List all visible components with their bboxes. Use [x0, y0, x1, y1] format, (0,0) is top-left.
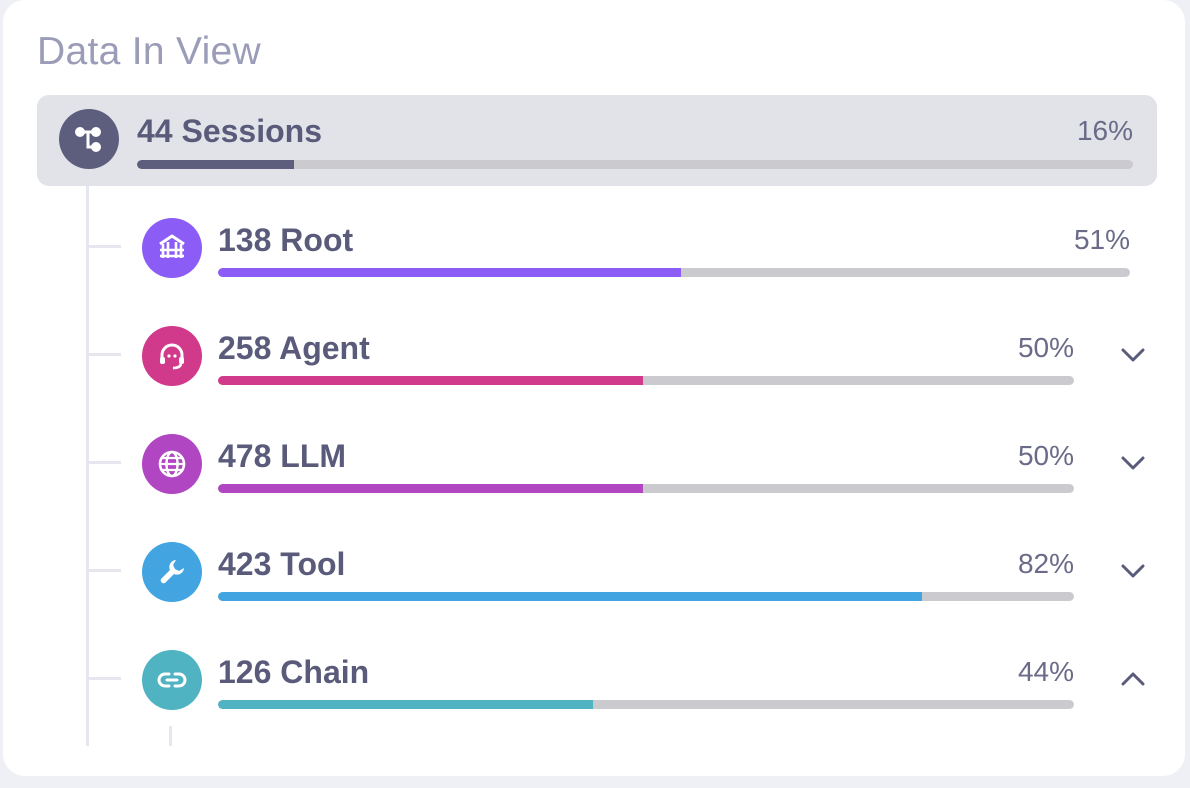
tree-connector-line [86, 186, 89, 746]
sessions-percent: 16% [1076, 115, 1133, 146]
chevron-down-icon[interactable] [1115, 340, 1151, 370]
span-row-label: 423 Tool [218, 546, 346, 582]
span-row-label: 138 Root [218, 222, 354, 258]
tree-branch [89, 569, 121, 572]
span-row-label: 258 Agent [218, 330, 370, 366]
span-row-progress-track [218, 268, 1130, 277]
span-row-progress-fill [218, 700, 593, 709]
span-row-progress-track [218, 484, 1074, 493]
agent-icon [142, 326, 202, 386]
span-row-label: 478 LLM [218, 438, 347, 474]
span-row-percent: 82% [1017, 548, 1074, 579]
root-icon [142, 218, 202, 278]
span-row-progress-fill [218, 268, 682, 277]
chevron-down-icon[interactable] [1115, 448, 1151, 478]
sessions-progress-track [137, 160, 1133, 169]
span-row-percent: 50% [1017, 332, 1074, 363]
tree-structure-icon [59, 109, 119, 169]
span-row-percent: 44% [1017, 656, 1074, 687]
span-row-progress-track [218, 700, 1074, 709]
sessions-label: 44 Sessions [137, 113, 322, 149]
tree-branch [89, 677, 121, 680]
span-row-percent: 51% [1073, 224, 1130, 255]
span-row-progress-fill [218, 376, 644, 385]
span-row-label: 126 Chain [218, 654, 370, 690]
sessions-progress-fill [137, 160, 295, 169]
link-icon [142, 650, 202, 710]
chevron-up-icon[interactable] [1115, 664, 1151, 694]
tree-branch [89, 353, 121, 356]
wrench-icon [142, 542, 202, 602]
data-in-view-panel: Data In View 44 Sessions 16% [3, 0, 1185, 776]
span-row-progress-fill [218, 484, 643, 493]
tree-branch [89, 245, 121, 248]
span-row-progress-fill [218, 592, 923, 601]
chevron-down-icon[interactable] [1115, 556, 1151, 586]
span-row-progress-track [218, 592, 1074, 601]
span-row-progress-track [218, 376, 1074, 385]
sessions-row[interactable]: 44 Sessions 16% [37, 95, 1157, 186]
span-row-percent: 50% [1017, 440, 1074, 471]
globe-icon [142, 434, 202, 494]
panel-title: Data In View [37, 30, 262, 73]
chain-children-connector [169, 726, 172, 746]
tree-branch [89, 461, 121, 464]
